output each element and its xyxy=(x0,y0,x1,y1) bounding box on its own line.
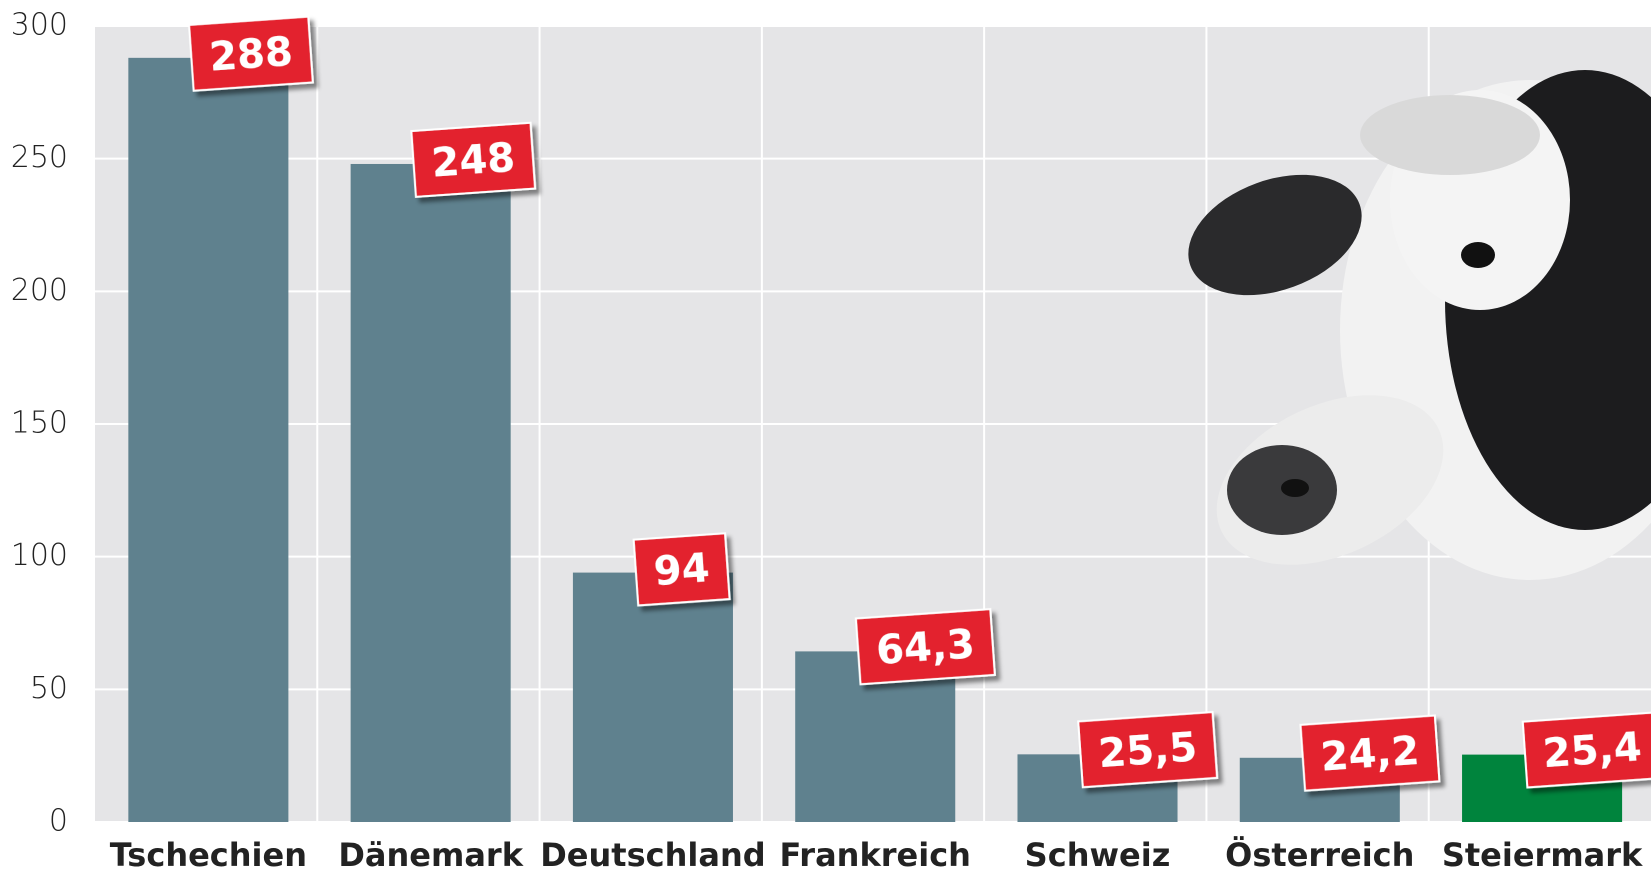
y-tick-label: 100 xyxy=(11,538,68,573)
value-label: 288 xyxy=(189,17,313,91)
y-tick-label: 200 xyxy=(11,273,68,308)
value-label: 25,5 xyxy=(1078,712,1217,787)
value-label-text: 288 xyxy=(208,29,295,81)
cow-eye xyxy=(1461,242,1495,268)
value-label-text: 248 xyxy=(430,135,517,187)
value-label: 64,3 xyxy=(856,609,995,684)
value-label: 24,2 xyxy=(1300,715,1439,790)
x-tick-label: Deutschland xyxy=(540,836,765,874)
x-tick-label: Frankreich xyxy=(779,836,970,874)
cow-nostril xyxy=(1281,479,1309,497)
value-label-text: 24,2 xyxy=(1319,728,1421,781)
chart: 288 248 94 64,3 25,5 24,2 25,4 0 50 100 150 200 250… xyxy=(0,0,1651,880)
y-tick-label: 0 xyxy=(49,804,68,839)
value-label-text: 94 xyxy=(652,546,711,596)
x-tick-label: Tschechien xyxy=(110,836,307,874)
bar xyxy=(128,58,288,822)
value-label-text: 25,4 xyxy=(1541,725,1643,778)
value-label: 94 xyxy=(634,533,730,605)
x-tick-label: Schweiz xyxy=(1025,836,1171,874)
value-label: 248 xyxy=(411,123,535,197)
y-tick-label: 250 xyxy=(11,140,68,175)
y-tick-label: 150 xyxy=(11,406,68,441)
y-tick-label: 50 xyxy=(30,671,68,706)
x-tick-label: Dänemark xyxy=(338,836,523,874)
x-tick-label: Österreich xyxy=(1225,836,1414,874)
bar xyxy=(351,164,511,822)
value-label: 25,4 xyxy=(1523,712,1651,787)
cow-poll xyxy=(1360,95,1540,175)
value-label-text: 64,3 xyxy=(875,621,977,674)
x-tick-label: Steiermark xyxy=(1442,836,1643,874)
bar xyxy=(573,573,733,822)
y-tick-label: 300 xyxy=(11,8,68,43)
value-label-text: 25,5 xyxy=(1097,724,1199,777)
